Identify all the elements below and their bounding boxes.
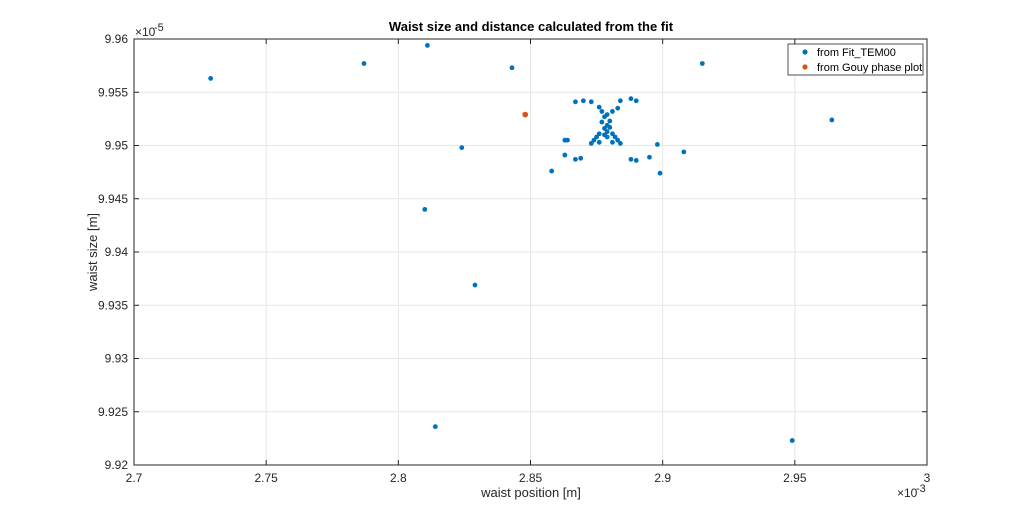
data-point [594,134,599,140]
legend-label-fit: from Fit_TEM00 [817,47,896,59]
data-point [633,158,639,163]
x-tick-label: 2.85 [519,471,543,485]
data-point [573,156,578,162]
data-point [610,109,615,114]
y-axis-label: waist size [m] [85,213,100,292]
y-multiplier-base: ×10 [135,25,156,39]
data-point [615,137,621,143]
data-point [610,131,615,137]
x-tick-label: 2.95 [783,471,807,485]
x-tick-label: 2.8 [390,471,407,485]
series-gouy-phase [522,111,529,118]
data-point [604,134,610,140]
data-point [596,104,602,110]
data-point [654,142,660,147]
data-point [607,124,613,130]
data-point [602,114,607,120]
y-axis-ticks: 9.92 9.925 9.93 9.935 9.94 9.945 9.95 9.955 9.96 [98,32,927,472]
data-point [681,149,687,155]
data-point [208,76,214,81]
y-tick-label: 9.95 [105,139,129,153]
data-point [562,152,568,158]
y-tick-label: 9.96 [105,32,129,46]
legend-label-gouy: from Gouy phase plot [817,62,922,74]
x-tick-label: 2.7 [126,471,143,485]
data-point [596,139,602,145]
data-point [588,140,594,146]
x-multiplier-base: ×10 [897,486,918,500]
data-point [425,42,430,48]
data-point [459,145,465,151]
data-point [633,98,639,104]
data-point [699,61,705,66]
y-tick-label: 9.945 [98,192,128,206]
data-point [607,118,613,124]
legend-box [787,43,924,76]
data-point [522,111,529,118]
data-point [599,109,605,114]
data-point [610,139,615,145]
data-point [580,98,586,104]
data-point [647,154,652,160]
series-fit-tem00 [208,42,835,443]
y-axis-multiplier: ×10 -5 [135,22,164,39]
y-tick-label: 9.925 [98,405,128,419]
data-point [361,61,367,66]
grid-lines [133,38,928,466]
data-point [628,96,634,102]
data-point [472,282,478,288]
y-multiplier-exponent: -5 [154,22,164,34]
data-point [578,155,584,161]
data-point [657,170,663,176]
y-tick-label: 9.955 [98,85,128,99]
data-point [509,65,515,71]
data-point [628,156,634,162]
data-point [573,99,578,105]
data-point [432,424,438,430]
y-tick-label: 9.94 [105,245,129,259]
y-tick-label: 9.93 [105,352,129,366]
data-point [617,98,623,104]
legend: from Fit_TEM00 from Gouy phase plot [787,43,924,76]
data-point [422,207,428,212]
data-point [596,131,602,137]
data-point [829,117,835,123]
x-tick-label: 3 [924,471,931,485]
data-point [789,438,795,443]
x-axis-label: waist position [m] [480,485,581,500]
data-point [612,134,618,140]
x-tick-label: 2.75 [254,471,278,485]
data-point [565,137,570,143]
legend-marker-gouy [802,64,808,70]
y-tick-label: 9.92 [105,458,129,472]
chart-title: Waist size and distance calculated from … [389,19,674,34]
data-point [599,119,605,125]
data-points [208,42,835,443]
data-point [549,168,555,174]
data-point [604,129,610,135]
data-point [591,137,597,143]
x-axis-ticks: 2.7 2.75 2.8 2.85 2.9 2.95 3 [126,39,931,485]
data-point [615,105,621,111]
x-multiplier-exponent: -3 [916,483,926,495]
data-point [602,126,607,131]
legend-marker-fit [802,49,808,55]
x-tick-label: 2.9 [654,471,671,485]
y-tick-label: 9.935 [98,298,128,312]
data-point [588,99,594,105]
data-point [617,140,623,146]
x-axis-multiplier: ×10 -3 [897,483,926,500]
